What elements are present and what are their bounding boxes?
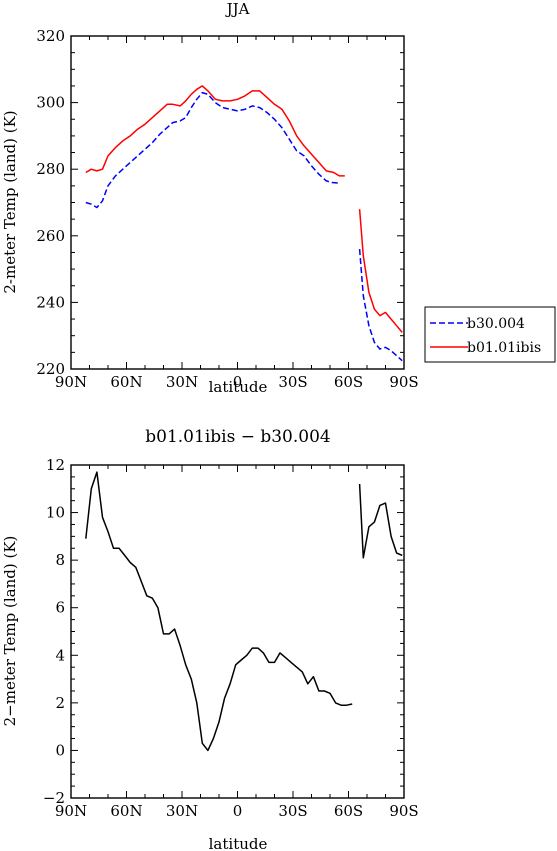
axis-ticks: [70, 35, 405, 370]
series-lines: [85, 85, 403, 362]
y-tick-label: 280: [36, 160, 65, 178]
y-axis-label: 2−meter Temp (land) (K): [1, 536, 19, 727]
y-tick-label: 0: [55, 741, 65, 759]
series-line-b01-01ibis-seg-0: [85, 85, 345, 177]
x-tick-label: 0: [233, 373, 243, 391]
legend-label-b01: b01.01ibis: [467, 340, 541, 356]
y-tick-label: 6: [55, 599, 65, 617]
y-tick-label: 12: [46, 456, 65, 474]
tick-labels: 90N 60N 30N 0 30S 60S 90S 220 240 260 280 300 320: [36, 27, 418, 391]
x-tick-label: 30S: [278, 802, 307, 820]
y-axis-label: 2-meter Temp (land) (K): [1, 110, 19, 293]
y-tick-label: −2: [43, 789, 65, 807]
x-tick-label: 60S: [334, 802, 363, 820]
x-tick-label: 60N: [110, 373, 142, 391]
y-tick-label: 220: [36, 360, 65, 378]
x-tick-label: 60S: [334, 373, 363, 391]
difference-panel: b01.01ibis − b30.004 2−meter Temp (land)…: [1, 427, 419, 851]
x-tick-label: 90N: [55, 802, 87, 820]
x-tick-label: 30S: [278, 373, 307, 391]
legend-label-b30: b30.004: [467, 316, 525, 332]
x-tick-label: 60N: [110, 802, 142, 820]
chart-title: b01.01ibis − b30.004: [145, 427, 330, 447]
series-line-b30-004-seg-1: [358, 249, 403, 362]
x-tick-label: 30N: [166, 373, 198, 391]
tick-labels: 90N 60N 30N 0 30S 60S 90S −2 0 2 4 6 8 10 12: [43, 456, 419, 820]
x-tick-label: 30N: [166, 802, 198, 820]
chart-title: JJA: [225, 0, 250, 18]
y-tick-label: 240: [36, 293, 65, 311]
x-tick-label: 90N: [55, 373, 87, 391]
x-tick-label: 0: [233, 802, 243, 820]
plot-frame: [70, 35, 405, 370]
series-lines: [85, 471, 403, 752]
y-tick-label: 10: [46, 504, 65, 522]
series-line-difference-seg-1: [358, 483, 403, 559]
y-tick-label: 320: [36, 27, 65, 45]
series-line-b30-004-seg-0: [85, 91, 340, 209]
y-tick-label: 4: [55, 646, 65, 664]
y-tick-label: 300: [36, 94, 65, 112]
plot-frame: [70, 464, 405, 799]
legend-box: [424, 306, 556, 363]
y-tick-label: 8: [55, 551, 65, 569]
axis-ticks: [70, 464, 405, 799]
legend: b30.004 b01.01ibis: [424, 306, 556, 363]
y-tick-label: 2: [55, 694, 65, 712]
x-tick-label: 90S: [389, 373, 418, 391]
x-tick-label: 90S: [389, 802, 418, 820]
x-axis-label: latitude: [209, 378, 268, 396]
y-tick-label: 260: [36, 227, 65, 245]
series-line-difference-seg-0: [85, 471, 353, 752]
series-line-b01-01ibis-seg-1: [358, 209, 403, 333]
x-axis-label: latitude: [209, 835, 268, 851]
temperature-panel: JJA 2-meter Temp (land) (K) latitude 90N…: [1, 0, 419, 396]
